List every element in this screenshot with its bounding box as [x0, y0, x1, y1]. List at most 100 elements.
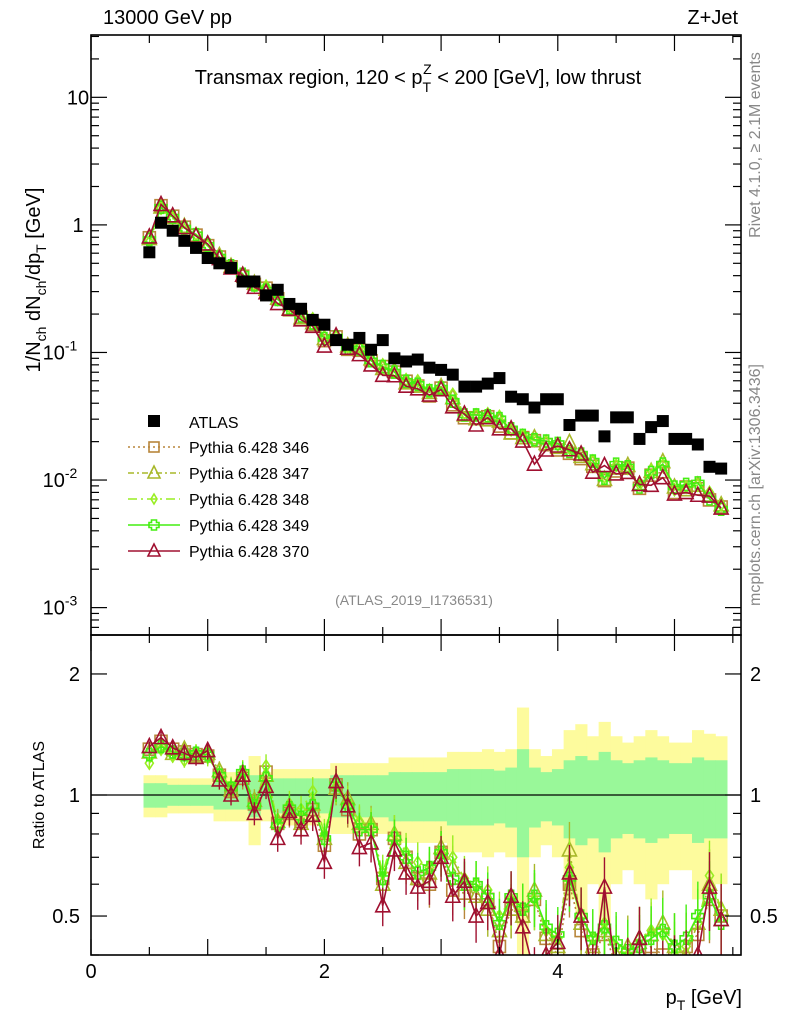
data-point-atlas: [248, 275, 261, 288]
legend-label: Pythia 6.428 346: [189, 440, 309, 457]
ratio-point-pythia-6-428-349: [235, 765, 250, 779]
ratio-point-pythia-6-428-349: [667, 939, 682, 954]
data-point-atlas: [271, 283, 284, 296]
stat-uncertainty-band: [656, 760, 670, 839]
ratio-y-tick-label-right: 1: [750, 785, 761, 807]
data-point-pythia-6-428-370: [386, 365, 403, 383]
data-point-pythia-6-428-370: [432, 379, 450, 397]
data-point-pythia-6-428-370: [164, 205, 181, 223]
stat-uncertainty-band: [668, 763, 681, 834]
y-tick-label: 10-3: [43, 593, 78, 620]
stat-uncertainty-band: [318, 778, 331, 814]
ratio-point-pythia-6-428-370: [685, 954, 687, 955]
data-point-atlas: [400, 355, 413, 368]
y-tick-base: 10: [43, 598, 65, 620]
ratio-point-pythia-6-428-370: [234, 765, 251, 783]
ratio-point-pythia-6-428-370: [456, 871, 473, 889]
data-point-pythia-6-428-370: [549, 436, 567, 453]
stat-uncertainty-band: [493, 770, 506, 824]
data-point-pythia-6-428-349: [142, 232, 157, 247]
ratio-point-pythia-6-428-370: [527, 965, 541, 979]
data-point-pythia-6-428-370: [316, 336, 333, 353]
ratio-point-pythia-6-428-370: [621, 961, 635, 975]
data-point-pythia-6-428-370: [176, 217, 193, 235]
data-point-atlas: [306, 313, 319, 326]
ratio-point-pythia-6-428-370: [667, 961, 681, 975]
ratio-point-pythia-6-428-349: [469, 877, 483, 891]
data-point-atlas: [295, 302, 308, 315]
plot-title: Transmax region, 120 < pTZ < 200 [GeV], …: [195, 61, 642, 95]
stat-uncertainty-band: [528, 767, 541, 828]
ratio-point-pythia-6-428-370: [304, 805, 322, 823]
data-point-atlas: [703, 460, 716, 473]
ratio-point-pythia-6-428-349: [422, 860, 437, 875]
data-point-pythia-6-428-370: [152, 194, 170, 212]
ratio-point-pythia-6-428-370: [502, 886, 520, 904]
legend-marker: [148, 519, 160, 531]
data-point-pythia-6-428-370: [421, 385, 438, 402]
data-point-atlas: [540, 393, 553, 406]
y-tick-label: 10-1: [43, 337, 78, 364]
series-line-pythia-6-428-370: [148, 203, 722, 509]
ratio-point-pythia-6-428-346: [668, 958, 680, 970]
legend-label-atlas: ATLAS: [189, 415, 239, 432]
data-point-atlas: [376, 334, 389, 347]
data-point-atlas: [166, 224, 179, 237]
data-point-atlas: [528, 401, 541, 414]
data-point-atlas: [680, 432, 693, 445]
ratio-point-pythia-6-428-370: [561, 863, 578, 880]
x-tick-label: 2: [319, 961, 330, 983]
data-point-atlas: [201, 252, 214, 265]
data-point-pythia-6-428-349: [691, 476, 705, 490]
ratio-point-pythia-6-428-349: [410, 866, 425, 880]
stat-uncertainty-band: [680, 763, 693, 834]
main-series: [141, 194, 730, 517]
ratio-point-pythia-6-428-370: [444, 886, 462, 904]
data-point-atlas: [645, 421, 658, 434]
x-tick-label: 0: [85, 961, 96, 983]
analysis-id: (ATLAS_2019_I1736531): [335, 592, 493, 608]
ratio-y-axis-label: Ratio to ATLAS: [31, 741, 48, 849]
ratio-point-pythia-6-428-349: [609, 935, 623, 950]
data-point-pythia-6-428-370: [666, 484, 683, 501]
data-point-pythia-6-428-347: [654, 451, 672, 469]
data-point-pythia-6-428-370: [677, 482, 695, 500]
ratio-point-pythia-6-428-370: [656, 965, 670, 979]
y-tick-base: 10: [43, 470, 65, 492]
data-point-atlas: [668, 432, 681, 445]
data-point-atlas: [691, 438, 704, 451]
ratio-point-pythia-6-428-349: [282, 800, 297, 815]
ratio-point-pythia-6-428-370: [397, 863, 415, 880]
y-tick-base: 1: [72, 215, 83, 237]
ratio-point-pythia-6-428-370: [374, 896, 392, 913]
ratio-point-pythia-6-428-349: [492, 916, 507, 930]
series-line-pythia-6-428-349: [148, 205, 722, 510]
data-point-pythia-6-428-370: [502, 419, 520, 436]
data-point-atlas: [715, 462, 728, 475]
x-axis-label: pT [GeV]: [666, 987, 742, 1013]
ratio-point-pythia-6-428-349: [200, 747, 215, 762]
ratio-point-pythia-6-428-370: [176, 743, 193, 761]
data-point-pythia-6-428-349: [154, 200, 168, 215]
stat-uncertainty-band: [400, 772, 413, 822]
ratio-point-pythia-6-428-349: [585, 931, 600, 946]
data-point-pythia-6-428-370: [479, 407, 497, 425]
ratio-point-pythia-6-428-349: [597, 920, 612, 934]
data-point-atlas: [575, 409, 588, 422]
data-point-pythia-6-428-370: [712, 498, 730, 515]
ratio-point-pythia-6-428-349: [364, 822, 378, 837]
data-point-pythia-6-428-348: [611, 457, 622, 473]
ratio-point-pythia-6-428-349: [656, 923, 670, 938]
data-point-pythia-6-428-370: [526, 454, 543, 471]
data-point-pythia-6-428-370: [584, 462, 602, 480]
data-point-pythia-6-428-370: [701, 486, 718, 503]
ratio-y-tick-label: 2: [69, 664, 80, 686]
data-point-pythia-6-428-349: [621, 459, 635, 474]
data-point-pythia-6-428-370: [292, 309, 310, 327]
y-tick-exponent: -1: [65, 337, 78, 353]
ratio-point-pythia-6-428-370: [152, 727, 170, 745]
data-point-pythia-6-428-370: [397, 376, 415, 393]
stat-uncertainty-band: [598, 751, 611, 853]
ratio-point-pythia-6-428-370: [631, 928, 648, 946]
